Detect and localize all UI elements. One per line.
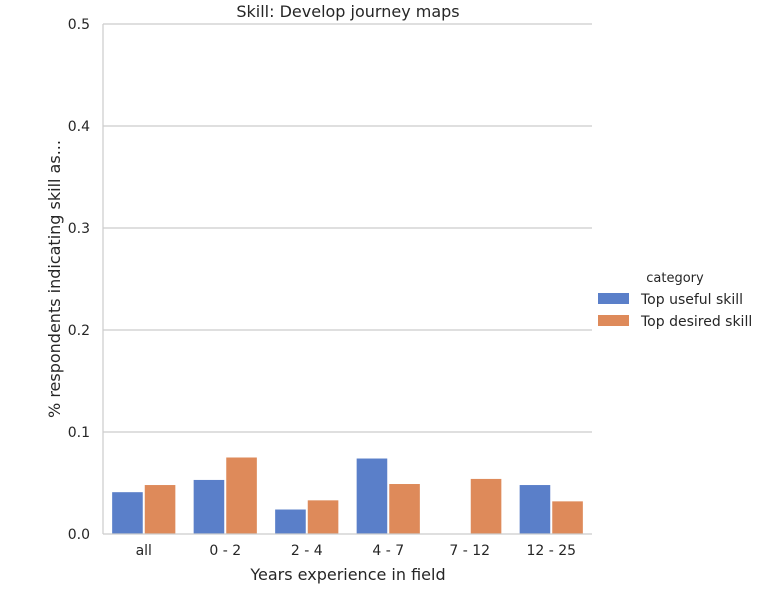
x-tick-label: 2 - 4 <box>291 543 323 559</box>
y-tick-label: 0.1 <box>68 425 90 441</box>
x-axis-title: Years experience in field <box>249 565 445 584</box>
y-tick-label: 0.2 <box>68 323 90 339</box>
legend-label-top-useful-skill: Top useful skill <box>640 292 743 308</box>
bar-top-useful-skill <box>519 485 551 534</box>
bar-top-desired-skill <box>144 485 176 534</box>
y-tick-label: 0.5 <box>68 17 90 33</box>
legend-swatch-top-desired-skill <box>598 315 629 326</box>
x-tick-label: 0 - 2 <box>209 543 241 559</box>
x-tick-label: 12 - 25 <box>526 543 576 559</box>
bar-top-desired-skill <box>307 500 339 534</box>
x-tick-label: 7 - 12 <box>449 543 490 559</box>
gridlines <box>103 23 592 433</box>
legend-title: category <box>646 271 704 286</box>
bar-top-useful-skill <box>356 458 388 534</box>
x-tick-label: 4 - 7 <box>372 543 404 559</box>
bar-top-useful-skill <box>112 492 143 534</box>
bar-top-desired-skill <box>389 484 420 534</box>
bar-top-useful-skill <box>193 479 225 534</box>
y-tick-labels: 0.0 0.1 0.2 0.3 0.4 0.5 <box>68 17 90 543</box>
axes <box>102 24 592 535</box>
bar-top-desired-skill <box>226 457 257 534</box>
legend-swatch-top-useful-skill <box>598 293 629 304</box>
y-tick-label: 0.4 <box>68 119 90 135</box>
legend: category Top useful skill Top desired sk… <box>598 271 752 330</box>
bars <box>112 457 583 534</box>
y-tick-label: 0.0 <box>68 527 90 543</box>
chart-title: Skill: Develop journey maps <box>236 2 459 21</box>
y-tick-label: 0.3 <box>68 221 90 237</box>
x-tick-labels: all 0 - 2 2 - 4 4 - 7 7 - 12 12 - 25 <box>136 543 576 559</box>
bar-top-desired-skill <box>552 501 583 534</box>
y-axis-title: % respondents indicating skill as... <box>45 140 64 418</box>
x-tick-label: all <box>136 543 152 559</box>
bar-top-useful-skill <box>275 509 306 534</box>
bar-top-desired-skill <box>470 478 502 534</box>
legend-label-top-desired-skill: Top desired skill <box>640 314 752 330</box>
